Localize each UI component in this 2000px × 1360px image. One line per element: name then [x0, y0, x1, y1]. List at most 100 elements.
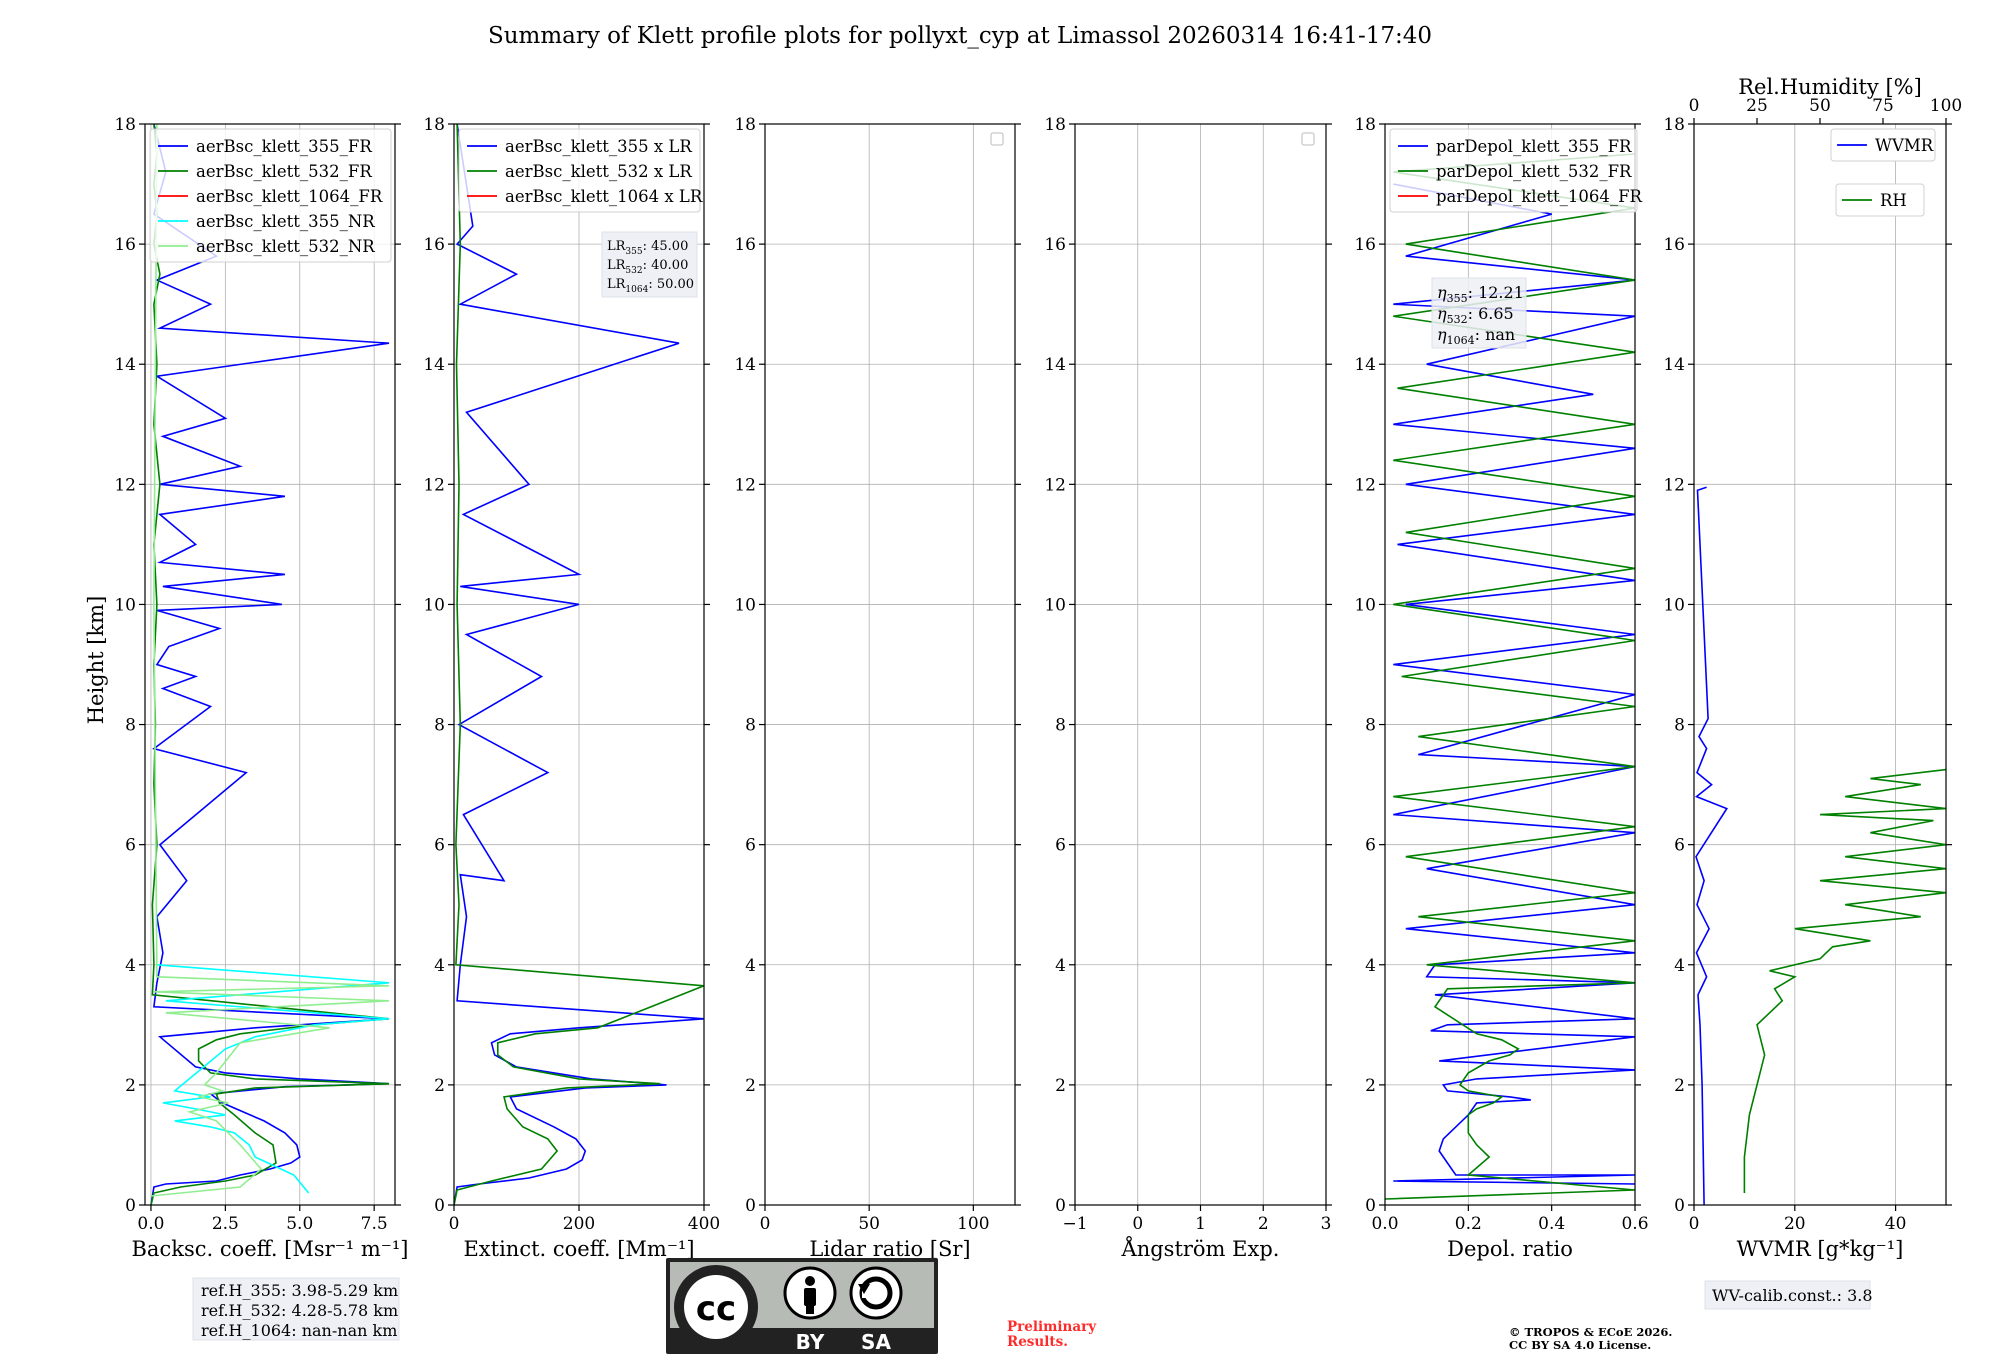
x-tick-label: 3	[1321, 1214, 1332, 1234]
badge-sa-label: SA	[861, 1330, 891, 1354]
x-tick-label: 0	[760, 1214, 771, 1234]
legend-label: aerBsc_klett_532_FR	[196, 162, 372, 181]
eta-base: η	[1437, 325, 1447, 344]
y-tick-label: 2	[745, 1076, 756, 1096]
series-line-aerBsc_klett_355_NR	[156, 964, 390, 1194]
y-tick-label: 0	[125, 1196, 136, 1216]
legend-label: aerBsc_klett_355 x LR	[505, 137, 692, 156]
lr-value: LR355: 45.00	[607, 239, 688, 257]
ref-height-1064: ref.H_1064: nan-nan km	[201, 1321, 397, 1340]
legend-label: aerBsc_klett_1064 x LR	[505, 187, 703, 206]
eta-sub: 355	[1447, 292, 1468, 305]
series-line-aerBsc_klett_532_NR	[150, 124, 390, 1197]
panel-dep: 0 2 4 6 8 10 12 14 16 18 0.0 0.2 0.4 0.6 Depol. ratio p…	[1354, 115, 1648, 1261]
x-axis-label: Ångström Exp.	[1121, 1236, 1280, 1261]
y-tick-label: 12	[1044, 475, 1066, 495]
y-tick-label: 2	[125, 1076, 136, 1096]
x-tick-label: 2	[1258, 1214, 1269, 1234]
y-tick-label: 8	[745, 716, 756, 736]
panel-frame	[764, 123, 1016, 1206]
x-tick-label: 100	[957, 1214, 989, 1234]
legend-label: aerBsc_klett_1064_FR	[196, 187, 383, 206]
x-tick-label: 5.0	[286, 1214, 313, 1234]
y-tick-label: 12	[1663, 475, 1685, 495]
eta-number: : nan	[1475, 325, 1516, 344]
y-tick-label: 16	[423, 235, 445, 255]
x-tick-label: −1	[1062, 1214, 1087, 1234]
y-tick-label: 18	[734, 115, 756, 135]
legend-label: aerBsc_klett_532 x LR	[505, 162, 692, 181]
eta-box	[1431, 277, 1527, 349]
panel-frame	[144, 123, 396, 1206]
copyright-line-2: CC BY SA 4.0 License.	[1509, 1338, 1651, 1352]
series-group	[1385, 153, 1635, 1200]
series-line-aerBsc_klett_532_FR	[150, 124, 390, 1205]
y-tick-label: 10	[1663, 595, 1685, 615]
legend-box	[1389, 128, 1638, 213]
lr-sub: 1064	[625, 285, 648, 295]
legend-label: RH	[1880, 191, 1907, 210]
legend-label: aerBsc_klett_532_NR	[196, 237, 375, 256]
x2-tick-label: 0	[1689, 96, 1700, 116]
eta-base: η	[1437, 283, 1447, 302]
x-tick-label: 1	[1195, 1214, 1206, 1234]
legend-box	[1830, 128, 1936, 162]
y-tick-label: 18	[1354, 115, 1376, 135]
y-tick-label: 0	[1055, 1196, 1066, 1216]
y-tick-label: 8	[434, 716, 445, 736]
lr-sub: 355	[625, 247, 642, 257]
preliminary-line-1: Preliminary	[1007, 1319, 1097, 1335]
y-tick-label: 4	[1055, 956, 1066, 976]
series-line-aerBsc_klett_532 x LR	[454, 124, 704, 1205]
x2-tick-label: 25	[1746, 96, 1768, 116]
x2-tick-label: 75	[1872, 96, 1894, 116]
y-tick-label: 2	[1055, 1076, 1066, 1096]
y-tick-label: 6	[1674, 836, 1685, 856]
series-group	[150, 124, 390, 1205]
x-tick-label: 7.5	[361, 1214, 388, 1234]
y-tick-label: 4	[745, 956, 756, 976]
y-tick-label: 8	[1674, 716, 1685, 736]
y-tick-label: 2	[434, 1076, 445, 1096]
legend-box	[458, 128, 701, 213]
x-tick-label: 0.0	[1371, 1214, 1398, 1234]
y-tick-label: 14	[734, 355, 756, 375]
x-tick-label: 20	[1784, 1214, 1806, 1234]
y-tick-label: 16	[734, 235, 756, 255]
lr-value: LR1064: 50.00	[607, 277, 694, 295]
y-tick-label: 6	[125, 836, 136, 856]
ref-heights-box: ref.H_355: 3.98-5.29 km ref.H_532: 4.28-…	[192, 1277, 400, 1341]
panel-frame	[1384, 123, 1636, 1206]
x-tick-label: 400	[688, 1214, 720, 1234]
panel-bsc: 0 2 4 6 8 10 12 14 16 18 0.0 2.5 5.0 7.5 Backsc. coeff…	[114, 115, 408, 1261]
series-line-RH	[1743, 768, 1946, 1193]
series-line-parDepol_klett_355_FR	[1393, 183, 1635, 1185]
y-tick-label: 16	[114, 235, 136, 255]
cc-by-sa-icon: cc BY SA	[666, 1258, 938, 1354]
x-tick-label: 0	[449, 1214, 460, 1234]
y-tick-label: 0	[1674, 1196, 1685, 1216]
x-axis-label: Depol. ratio	[1447, 1237, 1573, 1261]
lr-value: LR532: 40.00	[607, 258, 688, 276]
y-tick-label: 12	[423, 475, 445, 495]
lr-number: : 45.00	[643, 239, 689, 254]
y-tick-label: 14	[423, 355, 445, 375]
x-tick-label: 0.4	[1538, 1214, 1565, 1234]
legend-label: aerBsc_klett_355_NR	[196, 212, 375, 231]
ref-height-532: ref.H_532: 4.28-5.78 km	[201, 1301, 398, 1320]
series-line-aerBsc_klett_355 x LR	[454, 124, 704, 1205]
y-tick-label: 12	[734, 475, 756, 495]
ref-height-355: ref.H_355: 3.98-5.29 km	[201, 1281, 398, 1300]
y-tick-label: 18	[114, 115, 136, 135]
series-group	[1694, 486, 1946, 1205]
y-tick-label: 4	[125, 956, 136, 976]
y-tick-label: 4	[1365, 956, 1376, 976]
y-tick-label: 6	[1055, 836, 1066, 856]
y-tick-label: 4	[434, 956, 445, 976]
series-group	[454, 124, 704, 1205]
y-tick-label: 10	[734, 595, 756, 615]
y-axis-label: Height [km]	[84, 596, 108, 725]
x2-tick-label: 100	[1930, 96, 1962, 116]
